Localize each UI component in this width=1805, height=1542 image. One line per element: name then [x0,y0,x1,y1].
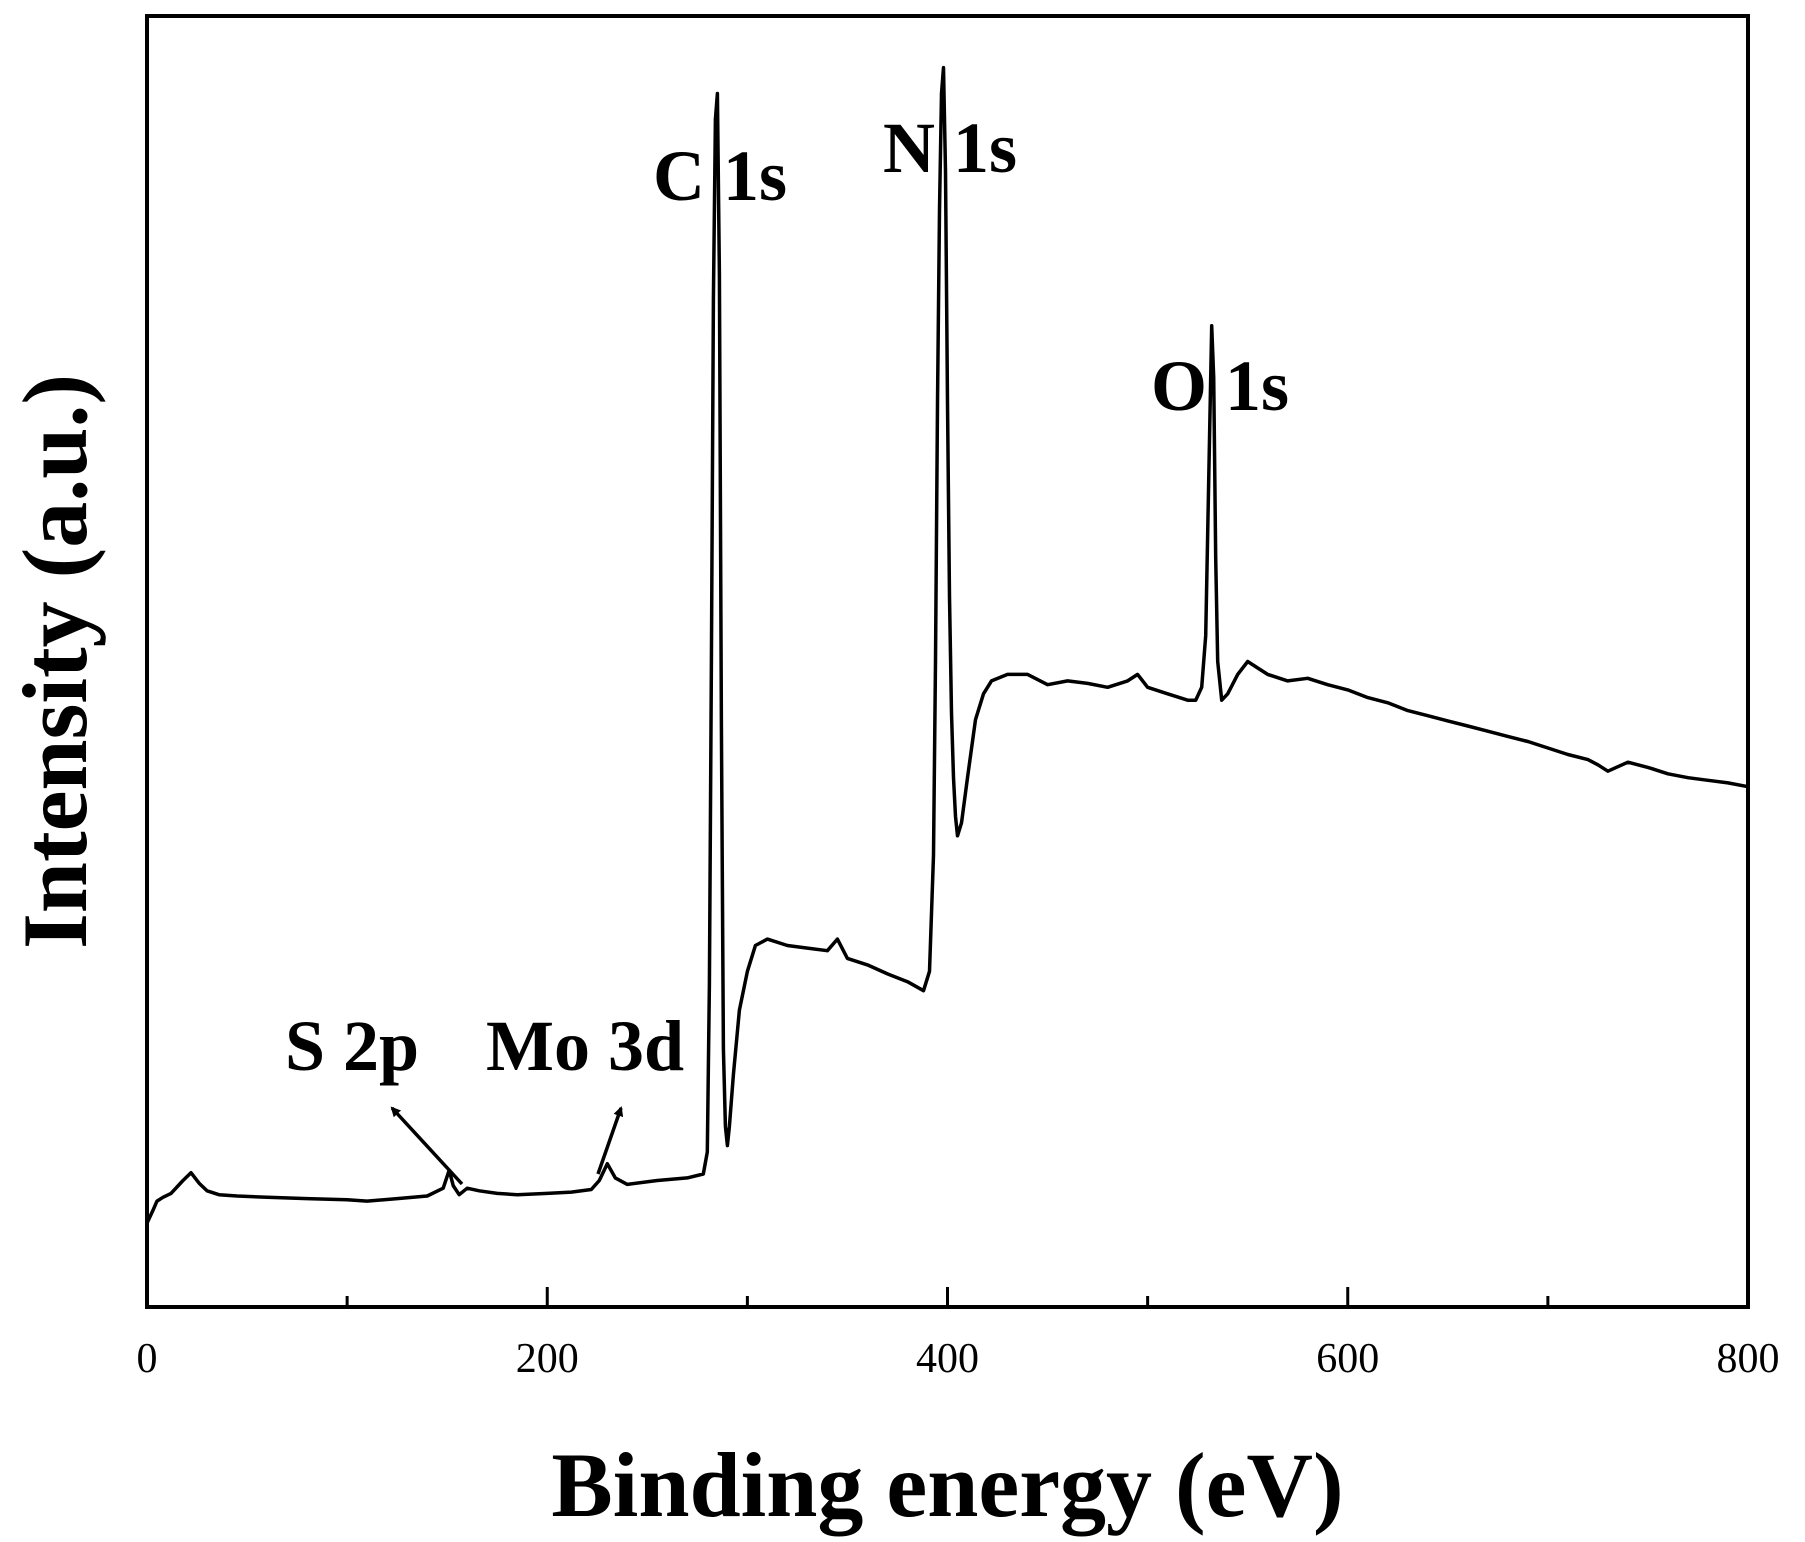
y-axis-title: Intensity (a.u.) [4,374,106,949]
peak-arrow-mo-3d [596,1106,624,1175]
peak-annotations: C 1s N 1s O 1s S 2p Mo 3d [285,108,1289,1186]
x-tick-label-800: 800 [1717,1336,1780,1382]
plot-frame [145,14,1750,1309]
x-tick-label-600: 600 [1316,1336,1379,1382]
x-tick-label-400: 400 [916,1336,979,1382]
series-line-survey [145,65,1750,1225]
x-axis-ticks [145,1287,1750,1307]
peak-label-s-2p: S 2p [285,1006,419,1086]
x-tick-label-200: 200 [516,1336,579,1382]
peak-label-mo-3d: Mo 3d [486,1006,684,1086]
peak-label-n-1s: N 1s [883,108,1017,188]
peak-label-o-1s: O 1s [1151,346,1289,426]
peak-label-c-1s: C 1s [653,136,787,216]
peak-arrow-s-2p [390,1106,464,1186]
x-tick-label-0: 0 [137,1336,158,1382]
x-axis-title: Binding energy (eV) [551,1434,1343,1536]
x-axis-tick-labels: 0 200 400 600 800 [137,1336,1780,1382]
